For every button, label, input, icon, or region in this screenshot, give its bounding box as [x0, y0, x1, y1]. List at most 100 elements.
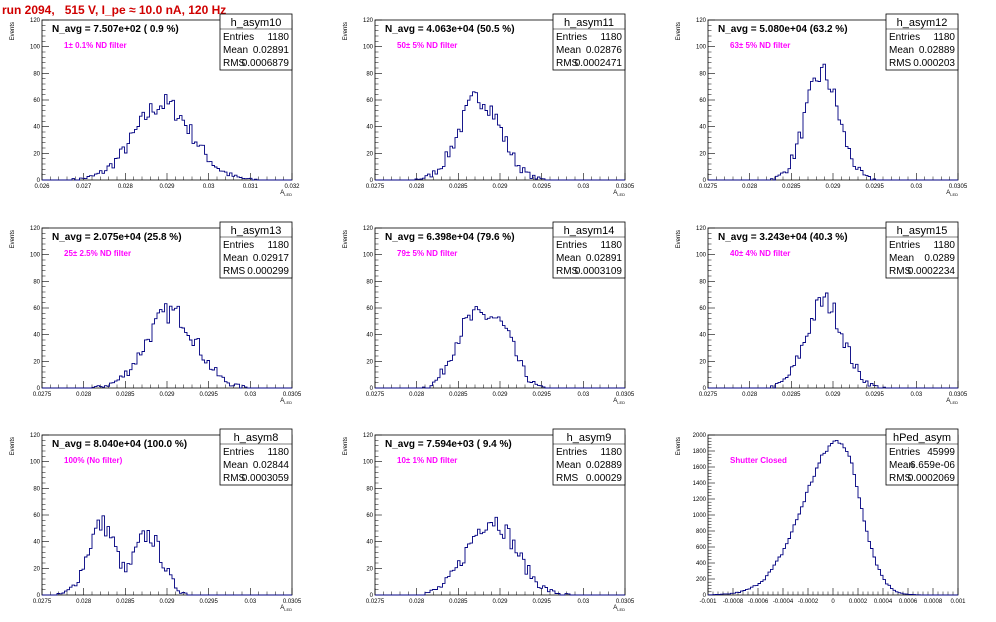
- x-tick-label: 0.03: [577, 599, 589, 605]
- mean-value: 0.02917: [253, 253, 290, 264]
- n-avg-annotation: N_avg = 2.075e+04 (25.8 %): [52, 232, 182, 243]
- x-tick-label: 0.0275: [366, 599, 385, 605]
- stats-label: Entries: [556, 447, 587, 458]
- y-tick-label: 600: [696, 545, 707, 551]
- histogram-name: h_asym14: [564, 225, 615, 237]
- x-tick-label: 0.028: [409, 184, 425, 190]
- stats-label: RMS: [556, 266, 579, 277]
- x-tick-label: 0.0295: [532, 184, 551, 190]
- y-tick-label: 20: [366, 151, 373, 157]
- y-tick-label: 400: [696, 561, 707, 567]
- x-tick-label: 0.03: [244, 599, 256, 605]
- x-tick-label: 0.001: [950, 599, 966, 605]
- mean-value: 6.659e-06: [910, 460, 955, 471]
- y-axis-title: Events: [343, 437, 349, 455]
- y-tick-label: 80: [33, 279, 40, 285]
- y-tick-label: 200: [696, 577, 707, 583]
- entries-value: 1180: [933, 32, 955, 43]
- x-tick-label: 0.0285: [116, 599, 135, 605]
- stats-label: Entries: [556, 32, 587, 43]
- histogram-name: h_asym11: [564, 17, 614, 29]
- y-tick-label: 80: [366, 486, 373, 492]
- n-avg-annotation: N_avg = 4.063e+04 (50.5 %): [385, 24, 515, 35]
- stats-label: Mean: [556, 45, 581, 56]
- y-tick-label: 100: [363, 45, 374, 51]
- stats-label: RMS: [223, 266, 246, 277]
- x-tick-label: 0.0285: [116, 392, 135, 398]
- y-tick-label: 60: [33, 98, 40, 104]
- y-axis-title: Events: [676, 437, 682, 455]
- filter-note: 50± 5% ND filter: [397, 41, 457, 50]
- x-tick-label: 0.027: [76, 184, 92, 190]
- stats-box: [885, 221, 959, 279]
- stats-label: Mean: [889, 460, 914, 471]
- y-tick-label: 40: [699, 125, 706, 131]
- x-tick-label: 0.026: [34, 184, 50, 190]
- y-tick-label: 120: [363, 18, 374, 24]
- x-tick-label: 0.029: [492, 392, 508, 398]
- x-axis-title: ALED: [613, 605, 625, 612]
- stats-label: RMS: [889, 266, 912, 277]
- y-tick-label: 40: [33, 540, 40, 546]
- x-tick-label: 0.0305: [283, 599, 302, 605]
- y-tick-label: 800: [696, 529, 707, 535]
- histogram-panel-h_asym15: 0 20 40 60 80 100 120 0.0275 0.028 0.0285 0.029 0.0…: [676, 221, 968, 405]
- histogram-line: [708, 439, 958, 596]
- histogram-name: h_asym13: [231, 225, 282, 237]
- y-axis-title: Events: [676, 230, 682, 248]
- x-tick-label: 0.0008: [924, 599, 943, 605]
- y-tick-label: 80: [33, 71, 40, 77]
- histogram-panel-h_asym12: 0 20 40 60 80 100 120 0.0275 0.028 0.0285 0.029 0.0…: [676, 13, 968, 197]
- x-tick-label: 0.028: [118, 184, 134, 190]
- x-tick-label: 0.0275: [366, 392, 385, 398]
- stats-label: RMS: [223, 58, 246, 69]
- y-axis-title: Events: [10, 230, 16, 248]
- mean-value: 0.02876: [586, 45, 623, 56]
- filter-note: 40± 4% ND filter: [730, 249, 790, 258]
- stats-label: Entries: [223, 32, 254, 43]
- entries-value: 1180: [600, 240, 622, 251]
- histogram-line: [42, 94, 292, 181]
- stats-label: Entries: [556, 240, 587, 251]
- filter-note: 63± 5% ND filter: [730, 41, 790, 50]
- x-tick-label: 0.0305: [616, 392, 635, 398]
- stats-label: RMS: [889, 58, 912, 69]
- x-tick-label: 0.029: [825, 184, 841, 190]
- y-tick-label: 1000: [693, 513, 707, 519]
- mean-value: 0.02891: [253, 45, 290, 56]
- x-tick-label: 0.0305: [616, 184, 635, 190]
- y-tick-label: 60: [366, 306, 373, 312]
- stats-box: [552, 428, 626, 486]
- y-tick-label: 0: [370, 386, 374, 392]
- y-tick-label: 20: [366, 359, 373, 365]
- x-tick-label: 0.0295: [865, 392, 884, 398]
- x-tick-label: 0.028: [76, 599, 92, 605]
- entries-value: 45999: [927, 447, 955, 458]
- stats-label: Mean: [223, 460, 248, 471]
- y-tick-label: 40: [699, 333, 706, 339]
- entries-value: 1180: [267, 240, 289, 251]
- x-tick-label: 0.0295: [865, 184, 884, 190]
- x-tick-label: 0.03: [910, 392, 922, 398]
- x-tick-label: 0.0295: [532, 392, 551, 398]
- y-tick-label: 40: [366, 125, 373, 131]
- histogram-line: [375, 306, 625, 389]
- x-axis-title: ALED: [613, 398, 625, 405]
- histogram-line: [42, 303, 292, 389]
- n-avg-annotation: N_avg = 7.594e+03 ( 9.4 %): [385, 439, 512, 450]
- x-tick-label: 0.0285: [782, 392, 801, 398]
- histogram-line: [708, 292, 958, 389]
- y-tick-label: 80: [699, 71, 706, 77]
- stats-box: [885, 428, 959, 486]
- y-tick-label: 60: [366, 513, 373, 519]
- filter-note: 25± 2.5% ND filter: [64, 249, 131, 258]
- y-tick-label: 120: [696, 18, 707, 24]
- x-tick-label: 0.031: [243, 184, 259, 190]
- x-tick-label: 0.028: [742, 184, 758, 190]
- n-avg-annotation: N_avg = 6.398e+04 (79.6 %): [385, 232, 515, 243]
- x-tick-label: 0.028: [76, 392, 92, 398]
- y-tick-label: 100: [30, 460, 41, 466]
- y-tick-label: 40: [366, 540, 373, 546]
- x-axis-title: ALED: [280, 190, 292, 197]
